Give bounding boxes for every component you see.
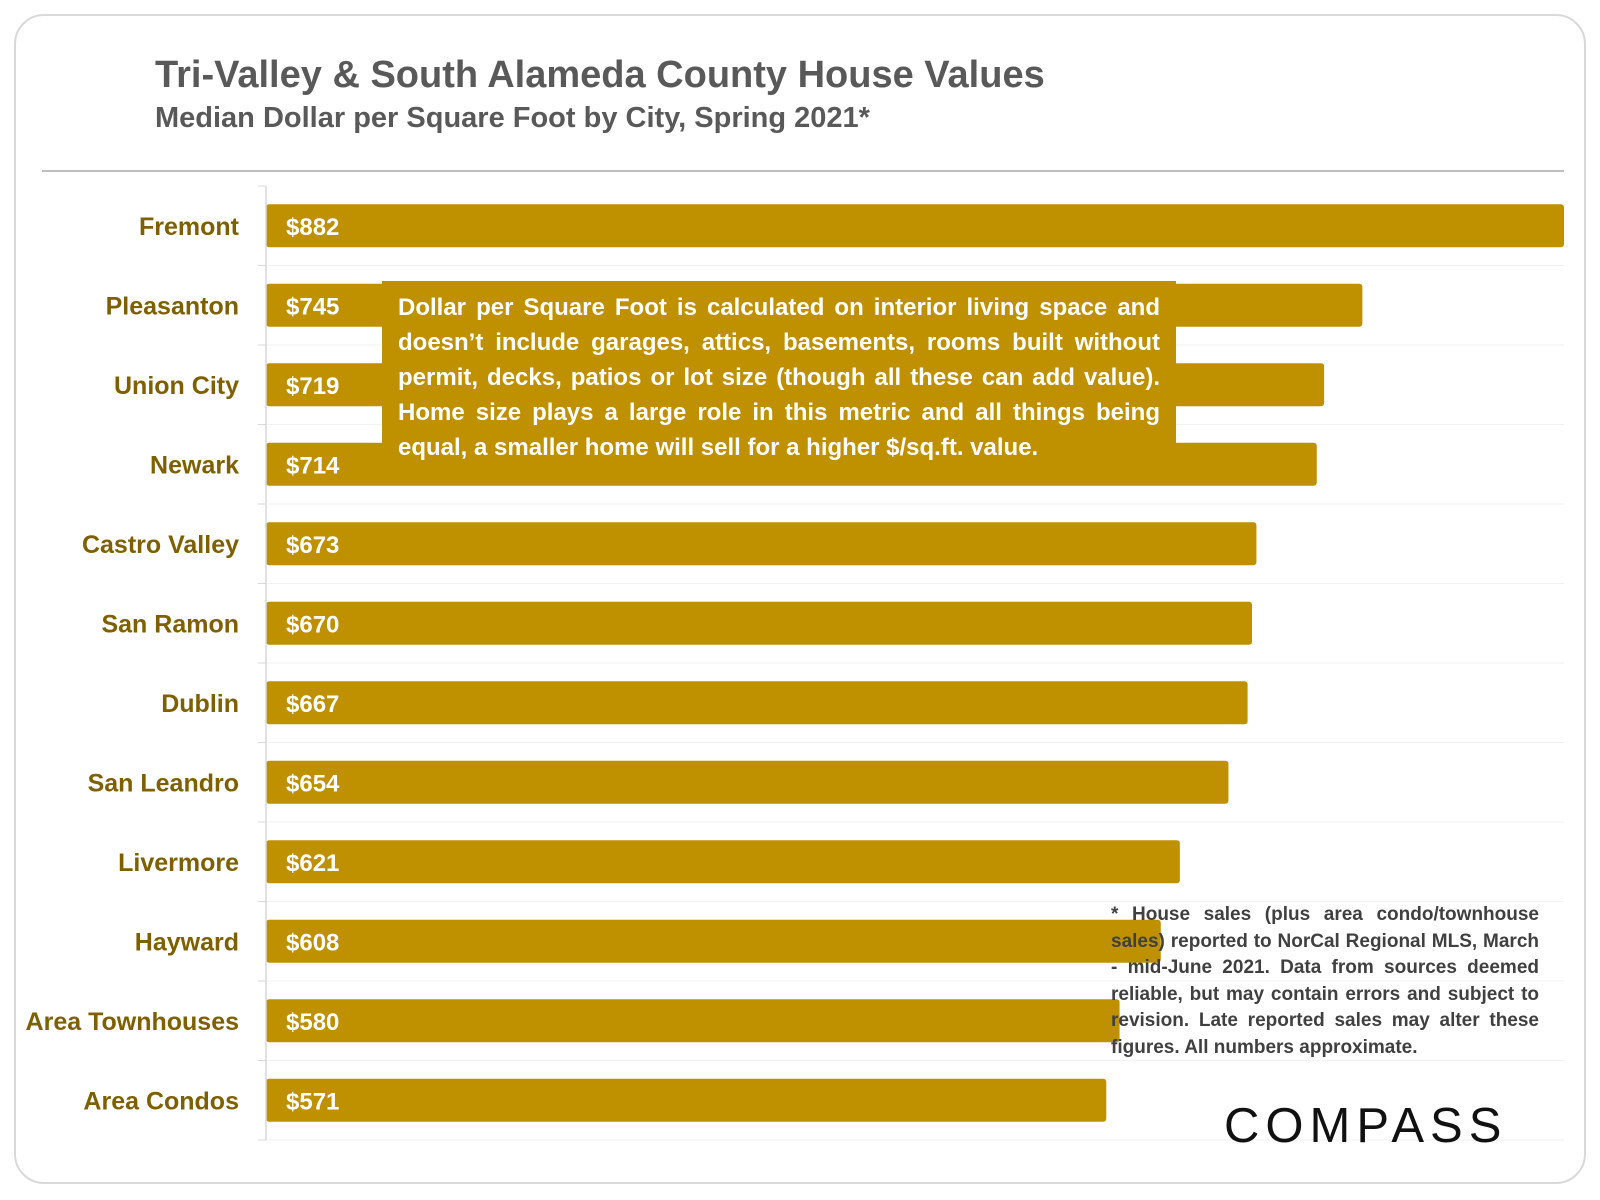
bar-value-label: $654 xyxy=(286,770,340,797)
category-label: Livermore xyxy=(118,849,239,877)
bar xyxy=(266,760,1229,804)
title-divider xyxy=(42,170,1564,172)
bar xyxy=(266,204,1564,248)
chart-title: Tri-Valley & South Alameda County House … xyxy=(155,54,1045,96)
category-label: Dublin xyxy=(161,690,239,718)
bar-value-label: $608 xyxy=(286,929,339,956)
bar-value-label: $621 xyxy=(286,850,339,877)
category-label: Area Condos xyxy=(83,1087,239,1115)
bar-value-label: $571 xyxy=(286,1088,339,1115)
chart-subtitle: Median Dollar per Square Foot by City, S… xyxy=(155,102,870,134)
bar xyxy=(266,999,1120,1043)
bar-value-label: $667 xyxy=(286,691,339,718)
bar xyxy=(266,522,1257,566)
category-label: Area Townhouses xyxy=(26,1008,239,1036)
bar xyxy=(266,840,1180,884)
category-label: Union City xyxy=(114,372,239,400)
methodology-callout: Dollar per Square Foot is calculated on … xyxy=(382,281,1176,461)
category-label: Fremont xyxy=(139,213,240,241)
category-label: San Leandro xyxy=(88,769,239,797)
bar-value-label: $580 xyxy=(286,1009,339,1036)
bar xyxy=(266,919,1161,963)
category-label: Castro Valley xyxy=(82,531,239,559)
bar-value-label: $673 xyxy=(286,532,339,559)
category-label: Newark xyxy=(150,451,239,479)
category-label: San Ramon xyxy=(101,610,239,638)
bar xyxy=(266,681,1248,725)
source-footnote: * House sales (plus area condo/townhouse… xyxy=(1111,904,1539,1058)
category-label: Pleasanton xyxy=(106,292,239,320)
bar-value-label: $714 xyxy=(286,452,340,479)
bar-value-label: $882 xyxy=(286,214,339,241)
bar-value-label: $719 xyxy=(286,373,339,400)
category-label: Hayward xyxy=(135,928,239,956)
bar-value-label: $670 xyxy=(286,611,339,638)
bar-value-label: $745 xyxy=(286,293,339,320)
bar xyxy=(266,601,1253,645)
bar xyxy=(266,1078,1107,1122)
compass-logo: COMPASS xyxy=(1224,1099,1508,1153)
